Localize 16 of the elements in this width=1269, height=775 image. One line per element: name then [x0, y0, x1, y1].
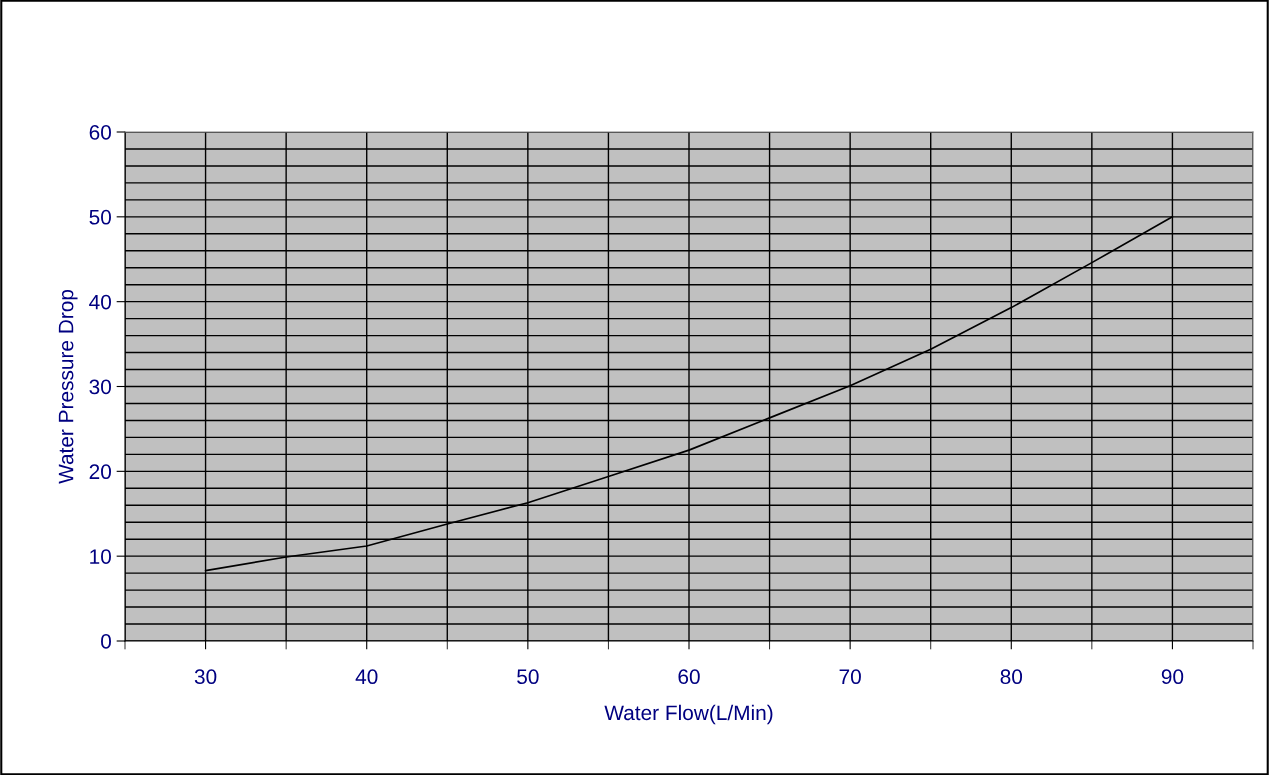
x-tick-label: 80: [1000, 669, 1023, 685]
x-tick-label: 40: [355, 669, 378, 685]
x-tick-label: 50: [517, 669, 539, 685]
x-axis-title: Water Flow(L/Min): [604, 704, 773, 725]
y-tick-label: 30: [89, 379, 111, 395]
y-tick-label: 40: [89, 294, 111, 310]
x-tick-label: 90: [1161, 669, 1184, 685]
y-tick-label: 60: [89, 125, 111, 140]
x-tick-label: 70: [839, 669, 861, 685]
x-tick-label: 30: [194, 669, 217, 685]
y-axis-title: Water Pressure Drop: [58, 289, 78, 484]
y-tick-label: 20: [89, 464, 111, 480]
y-tick-label: 10: [90, 549, 111, 564]
y-tick-label: 0: [101, 634, 111, 649]
x-tick-label: 60: [678, 669, 700, 685]
y-tick-label: 50: [89, 209, 111, 225]
